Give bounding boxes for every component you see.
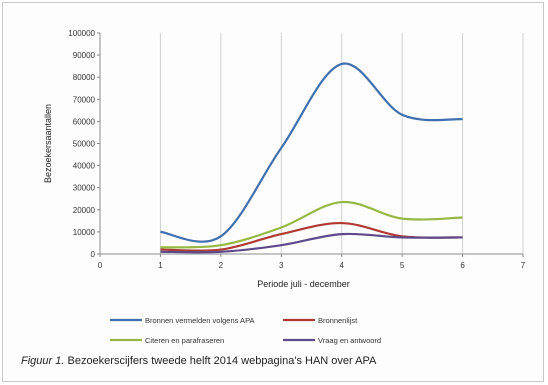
legend-label-3: Citeren en parafraseren <box>145 336 224 345</box>
y-tick-label: 60000 <box>73 117 96 126</box>
y-tick-label: 70000 <box>73 95 96 104</box>
y-tick-label: 30000 <box>73 184 96 193</box>
series-line-3 <box>160 200 463 249</box>
x-tick-label: 6 <box>460 261 465 270</box>
y-tick-label: 90000 <box>73 51 96 60</box>
x-tick-label: 0 <box>98 261 103 270</box>
y-axis-label: Bezoekersaantallen <box>43 104 53 183</box>
legend-label-1: Bronnen vermelden volgens APA <box>145 316 255 325</box>
y-tick-label: 50000 <box>73 140 96 149</box>
y-tick-label: 0 <box>91 250 96 259</box>
x-tick-label: 7 <box>521 261 526 270</box>
x-tick-label: 1 <box>158 261 163 270</box>
caption-text: Bezoekerscijfers tweede helft 2014 webpa… <box>67 355 377 367</box>
y-tick-label: 40000 <box>73 162 96 171</box>
y-tick-label: 10000 <box>73 228 96 237</box>
y-tick-label: 80000 <box>73 73 96 82</box>
caption-label: Figuur 1. <box>21 355 65 367</box>
figure-frame: 0 10000 20000 30000 40000 50000 60000 70000 8000… <box>2 2 544 382</box>
line-chart: 0 10000 20000 30000 40000 50000 60000 70000 8000… <box>43 29 526 345</box>
legend-label-4: Vraag en antwoord <box>318 336 381 345</box>
y-tick-label: 20000 <box>73 206 96 215</box>
series-line-4 <box>160 232 463 254</box>
figure-caption: Figuur 1. Bezoekerscijfers tweede helft … <box>21 355 541 367</box>
x-tick-label: 4 <box>339 261 344 270</box>
x-axis-label: Periode juli - december <box>257 279 350 289</box>
x-tick-label: 2 <box>219 261 224 270</box>
series-line-1 <box>160 62 463 243</box>
y-tick-label: 100000 <box>68 29 95 38</box>
legend-label-2: Bronnenlijst <box>318 316 358 325</box>
x-tick-label: 3 <box>279 261 284 270</box>
x-tick-label: 5 <box>400 261 405 270</box>
